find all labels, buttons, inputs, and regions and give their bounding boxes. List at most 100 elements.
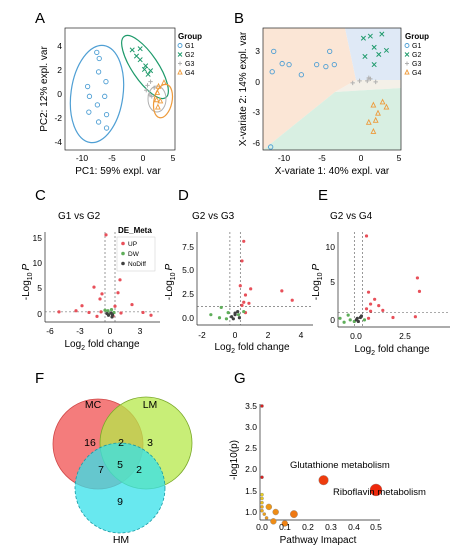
tick-label: 10 [326, 242, 336, 252]
legend-marker-up [121, 241, 125, 246]
pathway-point [260, 500, 264, 505]
data-point-up [381, 308, 385, 312]
data-point-up [242, 300, 246, 304]
data-point-dw [112, 310, 116, 315]
panel-letter-c: C [35, 187, 46, 204]
data-point [154, 103, 161, 110]
tick-label: -3 [252, 107, 260, 117]
xlab-end: fold change [235, 342, 290, 353]
tick-label: 10 [33, 258, 43, 268]
pathway-point [260, 475, 264, 480]
ellipse-g1 [69, 44, 125, 144]
data-point-up [80, 304, 84, 308]
panel-letter-g: G [234, 370, 246, 387]
data-point-up [87, 310, 91, 315]
venn-count-mc-only: 16 [84, 437, 96, 449]
pathway-point [270, 518, 277, 525]
region-g1 [263, 28, 356, 150]
tick-label: 2 [57, 65, 62, 75]
data-point [379, 98, 386, 105]
tick-label: 5 [330, 277, 335, 287]
data-point-nodiff [110, 315, 114, 319]
legend-title: DE_Meta [118, 226, 152, 235]
data-point [155, 82, 162, 89]
tick-label: 2.5 [399, 331, 411, 341]
data-point-nodiff [359, 314, 364, 318]
tick-label: 5 [37, 283, 42, 293]
panel-g-y-label: -log10(p) [229, 440, 240, 480]
legend-label-dw: DW [128, 251, 140, 258]
panel-a-legend: Group G1 G2 G3 G4 [177, 32, 202, 77]
tick-label: -6 [252, 138, 260, 148]
legend-title: Group [405, 32, 429, 41]
panel-a-x-ticks: -10 -5 0 5 [76, 153, 176, 163]
data-point-nodiff [237, 316, 242, 320]
data-point [129, 47, 135, 53]
venn-label-mc: MC [85, 399, 102, 411]
panel-b-y-label: X-variate 2: 14% expl. var [238, 31, 249, 146]
data-point [298, 72, 304, 78]
panel-e-volcano: G2 vs G4 0.0 2.5 10 5 0 -Log10P Log2 fol… [311, 211, 450, 357]
data-point-dw [217, 316, 222, 320]
data-point-up [74, 309, 78, 313]
ylab-end: P [164, 263, 175, 270]
panel-c-volcano: G1 vs G2 -6 -3 0 3 15 10 5 0 -Log10P Log… [21, 211, 160, 352]
data-point-dw [109, 308, 114, 312]
data-point-dw [219, 305, 223, 310]
legend-label-nodiff: NoDiff [128, 261, 146, 268]
legend-marker-dw [121, 251, 125, 256]
data-point-up [149, 313, 153, 317]
panel-d-y-label: -Log10 P [164, 263, 177, 300]
xlab-end: fold change [85, 339, 140, 350]
data-point-up [290, 298, 294, 302]
panel-b-legend: Group G1 G2 G3 G4 [404, 32, 429, 77]
data-point-dw [338, 316, 342, 320]
data-point [367, 33, 373, 39]
data-point-nodiff [355, 316, 359, 320]
pathway-point-highlight [318, 475, 329, 486]
legend-items: G1 G2 G3 G4 [404, 43, 421, 77]
data-point [141, 66, 147, 73]
data-point [271, 48, 277, 55]
tick-label: -4 [54, 137, 62, 147]
ylab-sub: 10 [317, 272, 324, 280]
data-point-up [364, 234, 369, 238]
venn-count-mc-lm: 2 [118, 437, 124, 449]
data-point [331, 61, 337, 68]
data-point [269, 69, 275, 75]
legend-marker-g3 [178, 61, 182, 66]
data-point [383, 103, 390, 110]
pathway-point [260, 508, 264, 513]
venn-count-mc-hm: 7 [98, 464, 104, 476]
legend-marker-g3 [405, 61, 409, 66]
panel-g-x-ticks: 0.0 0.1 0.2 0.3 0.4 0.5 [256, 522, 382, 532]
data-point [370, 127, 377, 134]
data-point-up [57, 310, 61, 314]
tick-label: 0 [37, 309, 42, 319]
panel-letter-e: E [318, 187, 328, 204]
xlab-end: fold change [375, 344, 430, 355]
tick-label: 0.5 [370, 522, 382, 532]
pathway-point [265, 503, 273, 511]
ylab-main: -Log [311, 280, 322, 300]
data-point [133, 53, 140, 59]
data-point [145, 71, 151, 77]
data-point [143, 63, 149, 69]
data-point-up [242, 239, 246, 243]
panel-c-y-label: -Log10 P [21, 263, 34, 300]
data-point-up [280, 289, 284, 293]
data-point-nodiff [356, 319, 360, 324]
tick-label: 0.1 [279, 522, 291, 532]
xlab-sub: 2 [231, 348, 235, 355]
data-point-dw [362, 318, 367, 322]
panel-e-y-ticks: 10 5 0 [326, 242, 336, 325]
data-point [268, 144, 274, 150]
data-point-nodiff [233, 311, 237, 315]
data-point-up [100, 292, 104, 296]
annotation-riboflavin: Riboflavin metabolism [333, 487, 426, 498]
venn-circle-hm [74, 442, 166, 534]
panel-letter-a: A [35, 10, 45, 27]
data-point-dw [106, 309, 110, 313]
data-point [357, 78, 362, 84]
